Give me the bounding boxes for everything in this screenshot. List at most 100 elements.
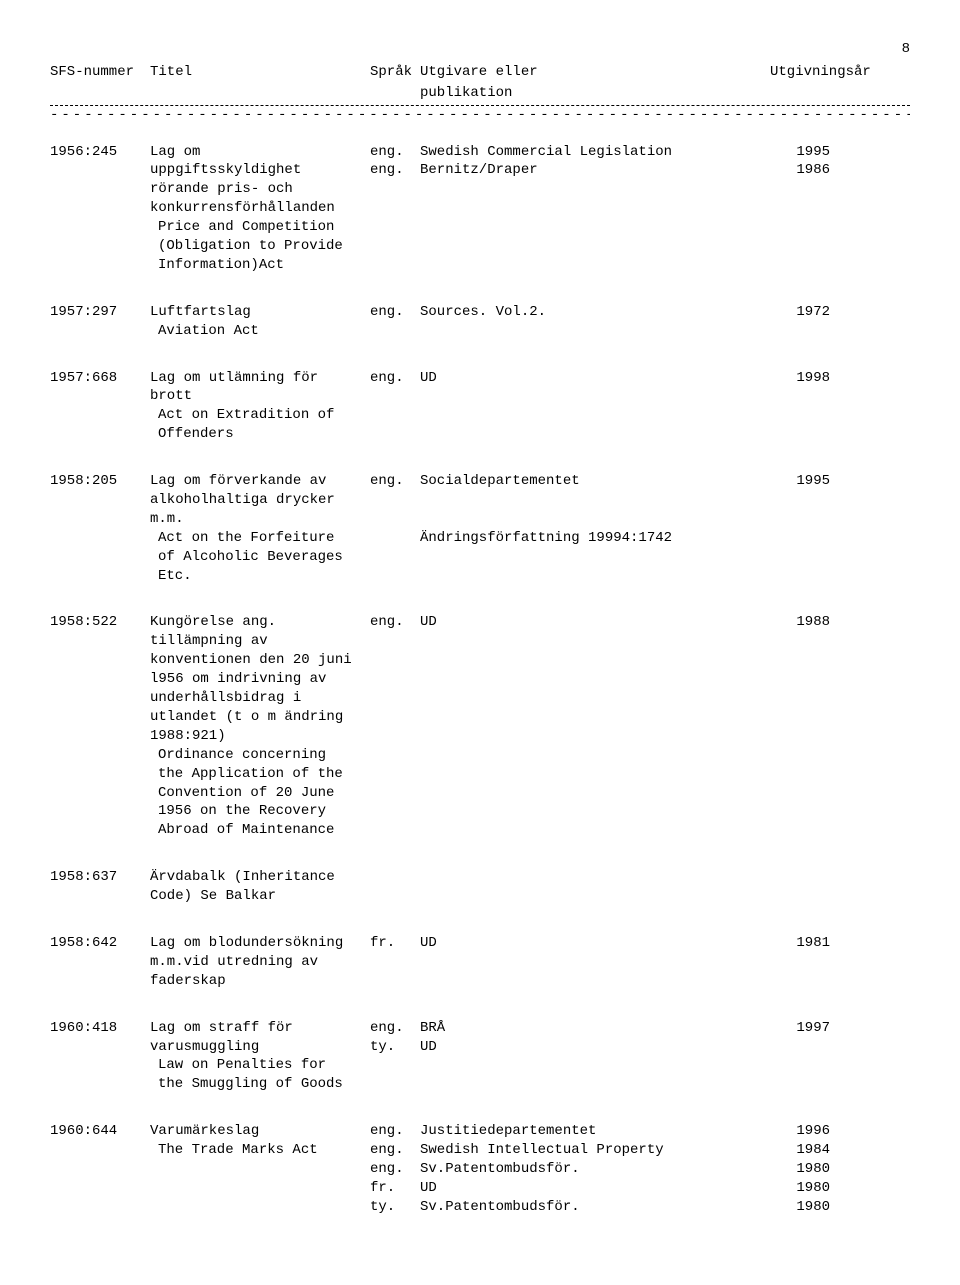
title-cell: Information)Act (150, 256, 370, 275)
year-cell: 1980 (770, 1198, 830, 1217)
lang-cell (370, 180, 420, 199)
entry-row: Aviation Act (50, 322, 910, 341)
title-cell: Kungörelse ang. (150, 613, 370, 632)
entry-row: Convention of 20 June (50, 784, 910, 803)
title-cell (150, 1198, 370, 1217)
entry: 1958:522Kungörelse ang.eng.UD1988tillämp… (50, 613, 910, 840)
title-cell: brott (150, 387, 370, 406)
title-cell: underhållsbidrag i (150, 689, 370, 708)
pub-cell (420, 821, 770, 840)
lang-cell (370, 727, 420, 746)
pub-cell (420, 868, 770, 887)
entry: 1960:644Varumärkeslageng.Justitiedeparte… (50, 1122, 910, 1216)
entry-row: rörande pris- och (50, 180, 910, 199)
desc-line: The Trade Marks Act (150, 1142, 318, 1158)
pub-cell (420, 218, 770, 237)
desc-line: of Alcoholic Beverages (150, 549, 343, 565)
year-cell (770, 180, 830, 199)
sfs-cell (50, 567, 150, 586)
lang-cell (370, 218, 420, 237)
pub-cell (420, 887, 770, 906)
year-cell (770, 406, 830, 425)
pub-cell: BRÅ (420, 1019, 770, 1038)
year-cell (770, 425, 830, 444)
lang-cell (370, 199, 420, 218)
lang-cell (370, 548, 420, 567)
lang-cell: ty. (370, 1198, 420, 1217)
entry-row: Price and Competition (50, 218, 910, 237)
pub-cell (420, 1075, 770, 1094)
title-cell: m.m.vid utredning av (150, 953, 370, 972)
sfs-cell (50, 218, 150, 237)
desc-line: the Smuggling of Goods (150, 1076, 343, 1092)
entry: 1958:205Lag om förverkande aveng.Sociald… (50, 472, 910, 585)
desc-line: (Obligation to Provide (150, 238, 343, 254)
entry-row: alkoholhaltiga drycker (50, 491, 910, 510)
sfs-cell (50, 1198, 150, 1217)
title-cell: Convention of 20 June (150, 784, 370, 803)
entry-row: 1956 on the Recovery (50, 802, 910, 821)
entry-row: underhållsbidrag i (50, 689, 910, 708)
year-cell (770, 567, 830, 586)
sfs-cell: 1957:297 (50, 303, 150, 322)
sfs-cell (50, 256, 150, 275)
lang-cell (370, 670, 420, 689)
sfs-cell (50, 180, 150, 199)
title-cell: konkurrensförhållanden (150, 199, 370, 218)
sfs-cell (50, 1141, 150, 1160)
year-cell (770, 972, 830, 991)
title-cell: varusmuggling (150, 1038, 370, 1057)
lang-cell: eng. (370, 143, 420, 162)
year-cell (770, 237, 830, 256)
pub-cell (420, 387, 770, 406)
year-cell (770, 510, 830, 529)
lang-cell (370, 387, 420, 406)
entry: 1957:297Luftfartslageng.Sources. Vol.2.1… (50, 303, 910, 341)
title-cell: Lag om (150, 143, 370, 162)
desc-line: Abroad of Maintenance (150, 822, 334, 838)
title-cell (150, 1179, 370, 1198)
entry-row: Etc. (50, 567, 910, 586)
sfs-cell (50, 1056, 150, 1075)
entry-row: varusmugglingty.UD (50, 1038, 910, 1057)
year-cell: 1998 (770, 369, 830, 388)
year-cell: 1981 (770, 934, 830, 953)
lang-cell (370, 237, 420, 256)
entry: 1958:637Ärvdabalk (InheritanceCode) Se B… (50, 868, 910, 906)
header-row-1: SFS-nummer Titel Språk Utgivare eller Ut… (50, 63, 910, 82)
pub-cell (420, 1056, 770, 1075)
entry-row: 1958:522Kungörelse ang.eng.UD1988 (50, 613, 910, 632)
year-cell (770, 632, 830, 651)
sfs-cell (50, 784, 150, 803)
title-cell: utlandet (t o m ändring (150, 708, 370, 727)
sfs-cell (50, 821, 150, 840)
year-cell (770, 1038, 830, 1057)
pub-cell: Justitiedepartementet (420, 1122, 770, 1141)
year-cell: 1984 (770, 1141, 830, 1160)
lang-cell (370, 821, 420, 840)
desc-line: Act on Extradition of (150, 407, 334, 423)
year-cell (770, 322, 830, 341)
lang-cell (370, 1056, 420, 1075)
lang-cell: eng. (370, 1141, 420, 1160)
pub-cell (420, 567, 770, 586)
entry-row: m.m. (50, 510, 910, 529)
lang-cell (370, 567, 420, 586)
lang-cell (370, 746, 420, 765)
entry-row: The Trade Marks Acteng.Swedish Intellect… (50, 1141, 910, 1160)
pub-cell: Ändringsförfattning 19994:1742 (420, 529, 770, 548)
lang-cell: ty. (370, 1038, 420, 1057)
title-cell: Price and Competition (150, 218, 370, 237)
year-cell (770, 887, 830, 906)
entry-row: eng.Sv.Patentombudsför.1980 (50, 1160, 910, 1179)
year-cell: 1986 (770, 161, 830, 180)
lang-cell (370, 491, 420, 510)
lang-cell (370, 868, 420, 887)
pub-cell (420, 651, 770, 670)
year-cell: 1980 (770, 1179, 830, 1198)
sfs-cell (50, 161, 150, 180)
pub-cell (420, 784, 770, 803)
divider: ----------------------------------------… (50, 105, 910, 125)
title-cell: Offenders (150, 425, 370, 444)
entry-row: 1957:297Luftfartslageng.Sources. Vol.2.1… (50, 303, 910, 322)
